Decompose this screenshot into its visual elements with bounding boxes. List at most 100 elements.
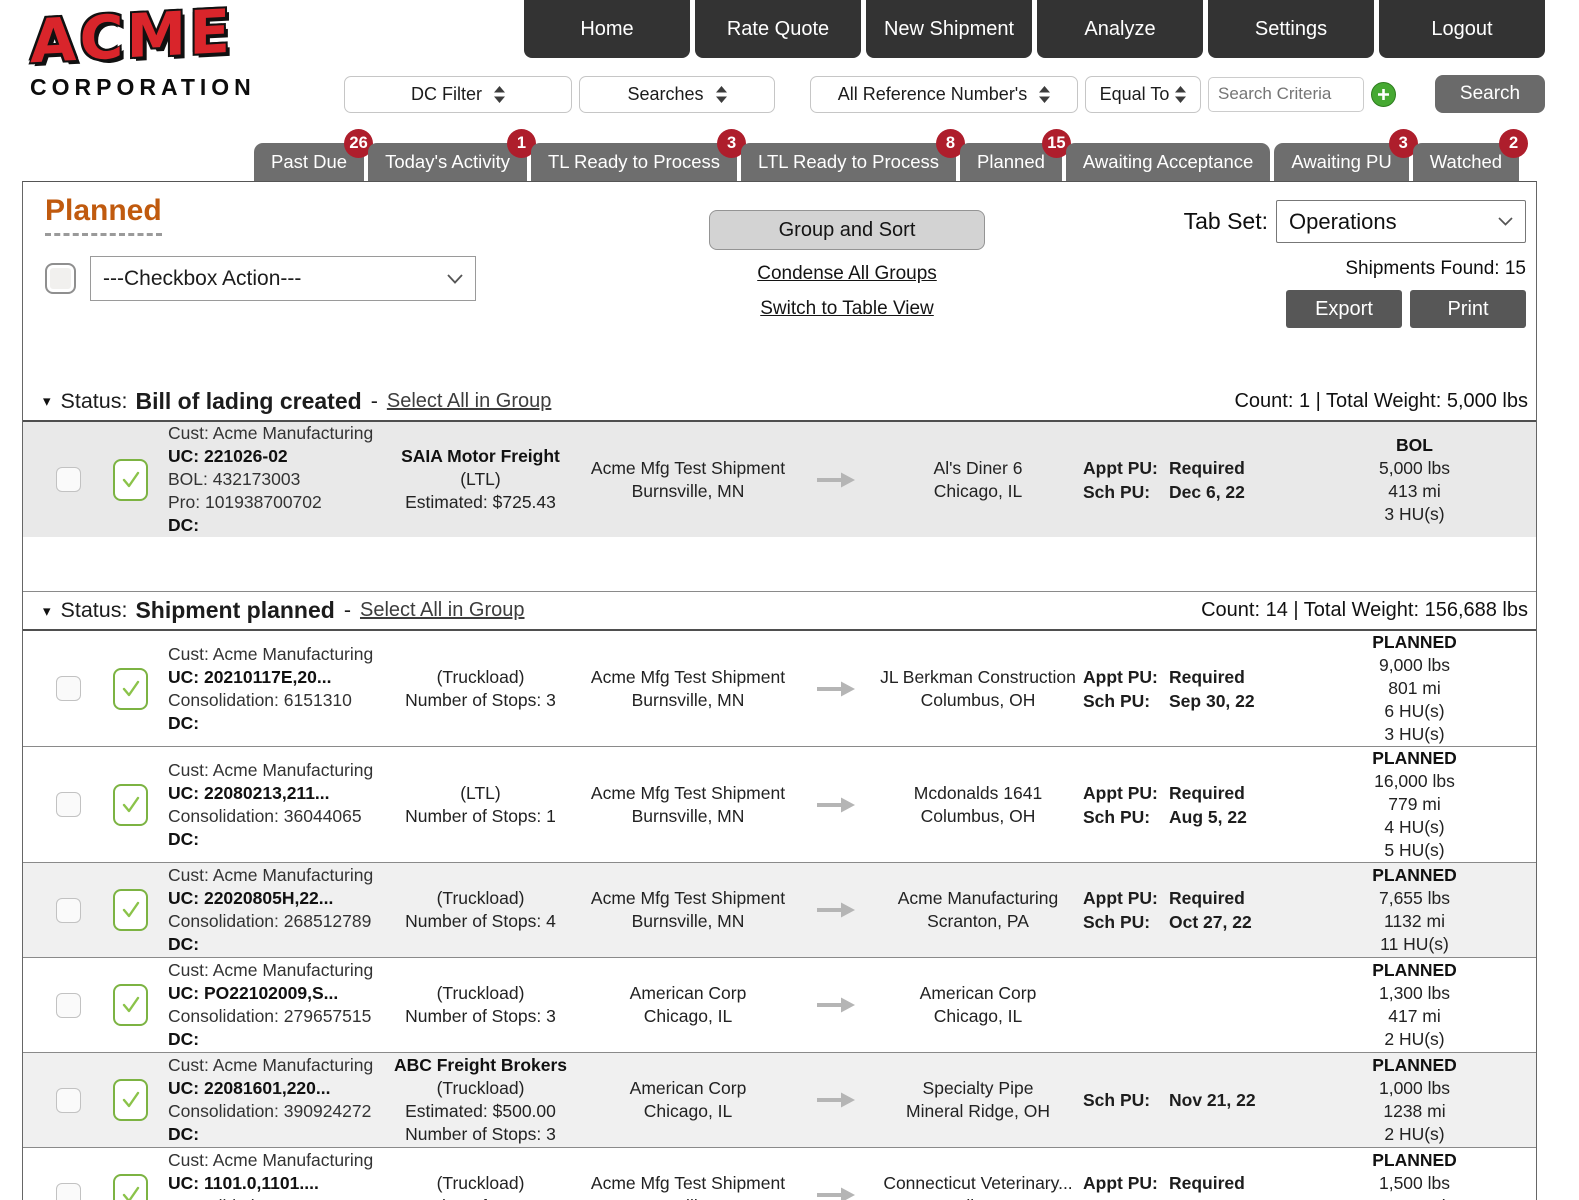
- carrier-info: SAIA Motor Freight (LTL) Estimated: $725.4…: [388, 445, 573, 514]
- row-checkbox[interactable]: [55, 467, 81, 492]
- appointment-line: Sch PU: Nov 21, 22: [1083, 1088, 1293, 1112]
- nav-settings[interactable]: Settings: [1208, 0, 1374, 58]
- select-icon-cell: [113, 458, 168, 501]
- text-line: Scranton, PA: [927, 911, 1029, 931]
- toolbar: Planned ---Checkbox Action--- Group and …: [23, 182, 1536, 382]
- tab-set-select[interactable]: Operations: [1276, 200, 1526, 243]
- add-criteria-icon[interactable]: [1371, 81, 1396, 107]
- reference-number-select[interactable]: All Reference Number's: [810, 75, 1078, 113]
- carrier-info: ABC Freight Brokers (Truckload) Estimated:…: [388, 1054, 573, 1146]
- search-button[interactable]: Search: [1435, 75, 1545, 113]
- green-check-icon[interactable]: [113, 667, 148, 710]
- nav-logout[interactable]: Logout: [1379, 0, 1545, 58]
- checkbox-action-select[interactable]: ---Checkbox Action---: [90, 256, 476, 301]
- select-all-checkbox[interactable]: [45, 263, 76, 294]
- group-status-label: Status:: [60, 598, 128, 622]
- checkbox-cell: [23, 676, 113, 701]
- row-checkbox[interactable]: [55, 1087, 81, 1113]
- text-line: (Truckload): [436, 1173, 525, 1193]
- status-title: PLANNED: [1372, 748, 1457, 768]
- text-line: Number of Stops: 3: [405, 1006, 556, 1026]
- nav-rate-quote[interactable]: Rate Quote: [695, 0, 861, 58]
- text-line: Consolidation: 36044065: [168, 805, 362, 826]
- shipment-row: Cust: Acme Manufacturing UC: 22081601,220…: [23, 1052, 1536, 1147]
- tab-today-s-activity[interactable]: Today's Activity 1: [368, 129, 536, 181]
- toolbar-center: Group and Sort Condense All Groups Switc…: [709, 210, 985, 320]
- route-arrow-icon: [817, 681, 855, 696]
- green-check-icon[interactable]: [113, 889, 148, 931]
- text-line: 3 HU(s): [1384, 724, 1445, 744]
- appointment-line: Sch PU: Dec 6, 22: [1083, 480, 1293, 504]
- export-button[interactable]: Export: [1286, 290, 1402, 328]
- select-icon-cell: [113, 889, 168, 931]
- searches-select[interactable]: Searches: [579, 75, 775, 113]
- appointment-label: Sch PU:: [1083, 690, 1151, 711]
- condense-all-groups-link[interactable]: Condense All Groups: [757, 263, 937, 284]
- text-line: ABC Freight Brokers: [393, 1055, 568, 1075]
- tab-watched[interactable]: Watched 2: [1412, 129, 1529, 181]
- text-line: Chicago, IL: [643, 1101, 733, 1121]
- select-all-in-group-link[interactable]: Select All in Group: [386, 389, 552, 412]
- arrow-cell: [803, 795, 873, 815]
- destination-address: American Corp Chicago, IL: [873, 982, 1083, 1028]
- appointment-label: Sch PU:: [1083, 481, 1151, 502]
- operator-select[interactable]: Equal To: [1085, 75, 1201, 113]
- tab-past-due[interactable]: Past Due 26: [254, 129, 374, 181]
- text-line: UC: 22081601,220...: [168, 1078, 331, 1098]
- appointment-value: Required: [1169, 782, 1245, 803]
- destination-address: Specialty Pipe Mineral Ridge, OH: [873, 1077, 1083, 1123]
- text-line: American Corp: [629, 983, 747, 1003]
- searches-label: Searches: [627, 83, 704, 104]
- switch-to-table-view-link[interactable]: Switch to Table View: [760, 298, 934, 319]
- arrow-cell: [803, 995, 873, 1015]
- text-line: 4 HU(s): [1384, 817, 1445, 837]
- text-line: Cust: Acme Manufacturing: [168, 1150, 374, 1170]
- tab-awaiting-acceptance[interactable]: Awaiting Acceptance: [1065, 143, 1271, 181]
- chevron-down-icon: [447, 273, 463, 284]
- appointment-value: Required: [1169, 1173, 1245, 1193]
- text-line: Columbus, OH: [920, 689, 1036, 710]
- nav-analyze[interactable]: Analyze: [1037, 0, 1203, 58]
- tab-tl-ready-to-process[interactable]: TL Ready to Process 3: [530, 129, 747, 181]
- green-check-icon[interactable]: [113, 783, 148, 826]
- row-checkbox[interactable]: [55, 1182, 81, 1200]
- collapse-icon[interactable]: ▾: [43, 602, 51, 620]
- text-line: Berlin, CT: [873, 1195, 1083, 1200]
- group-header-shipment-planned: ▾ Status: Shipment planned - Select All in G…: [23, 591, 1536, 629]
- green-check-icon[interactable]: [113, 458, 148, 501]
- tab-planned[interactable]: Planned 15: [960, 129, 1071, 181]
- route-arrow-icon: [817, 472, 855, 487]
- text-line: (LTL): [460, 469, 501, 489]
- nav-new-shipment[interactable]: New Shipment: [866, 0, 1032, 58]
- print-button[interactable]: Print: [1410, 290, 1526, 328]
- text-line: (Truckload): [436, 1078, 525, 1098]
- select-all-in-group-link[interactable]: Select All in Group: [359, 599, 525, 621]
- collapse-icon[interactable]: ▾: [43, 393, 51, 410]
- select-updown-icon: [715, 85, 727, 103]
- tab-ltl-ready-to-process[interactable]: LTL Ready to Process 8: [741, 129, 966, 181]
- search-criteria-input[interactable]: [1208, 76, 1364, 112]
- tab-awaiting-pu[interactable]: Awaiting PU 3: [1274, 129, 1418, 181]
- green-check-icon[interactable]: [113, 1174, 148, 1200]
- dc-filter-select[interactable]: DC Filter: [344, 75, 572, 113]
- status-summary: PLANNED 7,655 lbs 1132 mi 11 HU(s): [1293, 864, 1536, 956]
- row-checkbox[interactable]: [55, 792, 81, 817]
- shipment-row: Cust: Acme Manufacturing UC: 22080213,211…: [23, 746, 1536, 862]
- tab-badge: 8: [936, 129, 966, 158]
- text-line: Chicago, IL: [933, 480, 1023, 501]
- green-check-icon[interactable]: [113, 984, 148, 1026]
- row-checkbox[interactable]: [55, 676, 81, 701]
- appointment-line: Sch PU: Oct 27, 22: [1083, 910, 1293, 934]
- green-check-icon[interactable]: [113, 1079, 148, 1121]
- toolbar-left: Planned ---Checkbox Action---: [45, 194, 476, 301]
- group-and-sort-button[interactable]: Group and Sort: [709, 210, 985, 250]
- appointment-line: Sch PU: Aug 5, 22: [1083, 805, 1293, 829]
- status-summary: PLANNED 9,000 lbs 801 mi 6 HU(s) 3 HU(s): [1293, 631, 1536, 746]
- text-line: Burnsville, MN: [631, 805, 745, 826]
- row-checkbox[interactable]: [55, 992, 81, 1018]
- nav-home[interactable]: Home: [524, 0, 690, 58]
- tab-label: Awaiting PU: [1291, 151, 1392, 172]
- row-checkbox[interactable]: [55, 897, 81, 923]
- text-line: 11 HU(s): [1380, 934, 1449, 954]
